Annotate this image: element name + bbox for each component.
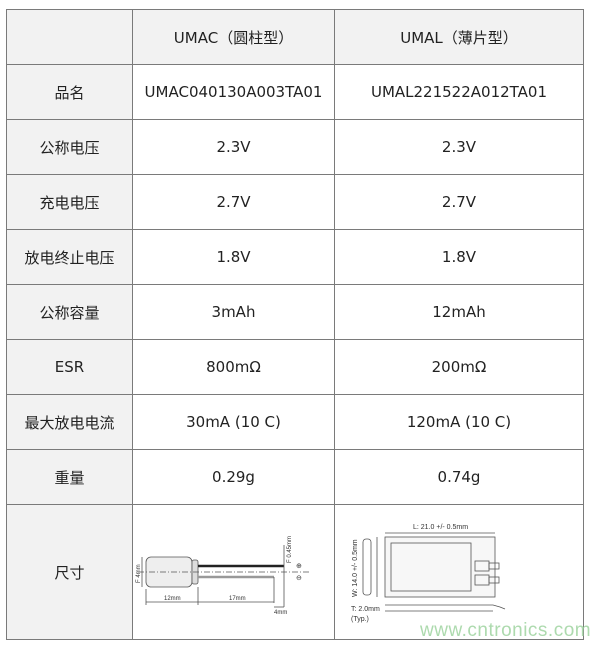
umac-lead-length: 17mm xyxy=(229,596,246,602)
row-label: 公称容量 xyxy=(5,284,134,340)
umal-value: 2.3V xyxy=(333,119,585,175)
table-row: 最大放电电流 30mA (10 C) 120mA (10 C) xyxy=(5,394,585,450)
umac-value: 1.8V xyxy=(132,229,335,285)
minus-mark: ⊖ xyxy=(296,575,302,582)
header-umac: UMAC（圆柱型） xyxy=(132,9,335,65)
watermark: www.cntronics.com xyxy=(420,620,592,641)
umal-value: UMAL221522A012TA01 xyxy=(333,64,585,120)
umac-value: 800mΩ xyxy=(132,339,335,395)
plus-mark: ⊕ xyxy=(296,563,302,570)
spec-table: UMAC（圆柱型） UMAL（薄片型） 品名 UMAC040130A003TA01… xyxy=(5,9,585,640)
table-row: 品名 UMAC040130A003TA01 UMAL221522A012TA01 xyxy=(5,64,585,120)
row-label: 公称电压 xyxy=(5,119,134,175)
umac-size-drawing-cell: F 4mm F 0.45mm 12mm 17mm 4mm ⊕ ⊖ xyxy=(132,504,335,640)
row-label: ESR xyxy=(5,339,134,395)
umac-value: 2.3V xyxy=(132,119,335,175)
umal-length: L: 21.0 +/- 0.5mm xyxy=(413,524,468,531)
umac-value: 30mA (10 C) xyxy=(132,394,335,450)
umac-value: UMAC040130A003TA01 xyxy=(132,64,335,120)
umac-diameter: F 4mm xyxy=(136,564,142,583)
umal-value: 200mΩ xyxy=(333,339,585,395)
row-label: 尺寸 xyxy=(5,504,134,640)
umac-value: 2.7V xyxy=(132,174,335,230)
umal-value: 0.74g xyxy=(333,449,585,505)
header-empty xyxy=(5,9,134,65)
umal-value: 120mA (10 C) xyxy=(333,394,585,450)
table-row: 放电终止电压 1.8V 1.8V xyxy=(5,229,585,285)
row-label: 充电电压 xyxy=(5,174,134,230)
size-row: 尺寸 F 4mm F 0.45mm 12mm xyxy=(5,504,585,640)
row-label: 放电终止电压 xyxy=(5,229,134,285)
umac-value: 3mAh xyxy=(132,284,335,340)
umal-size-drawing-cell: L: 21.0 +/- 0.5mm W: 14.0 +/- 0.5mm T: 2… xyxy=(333,504,585,640)
table-row: 重量 0.29g 0.74g xyxy=(5,449,585,505)
umal-dimension-drawing: L: 21.0 +/- 0.5mm W: 14.0 +/- 0.5mm T: 2… xyxy=(351,524,506,623)
row-label: 重量 xyxy=(5,449,134,505)
umal-width: W: 14.0 +/- 0.5mm xyxy=(352,539,359,597)
umal-value: 2.7V xyxy=(333,174,585,230)
umal-thickness: T: 2.0mm xyxy=(351,606,380,613)
header-row: UMAC（圆柱型） UMAL（薄片型） xyxy=(5,9,585,65)
umal-typ: (Typ.) xyxy=(351,616,369,623)
umal-value: 12mAh xyxy=(333,284,585,340)
table-row: ESR 800mΩ 200mΩ xyxy=(5,339,585,395)
table-row: 充电电压 2.7V 2.7V xyxy=(5,174,585,230)
umac-lead-diameter: F 0.45mm xyxy=(287,536,293,563)
umac-body-length: 12mm xyxy=(164,596,181,602)
row-label: 品名 xyxy=(5,64,134,120)
umac-value: 0.29g xyxy=(132,449,335,505)
table-row: 公称电压 2.3V 2.3V xyxy=(5,119,585,175)
umac-lead-spacing: 4mm xyxy=(274,610,287,616)
row-label: 最大放电电流 xyxy=(5,394,134,450)
table-row: 公称容量 3mAh 12mAh xyxy=(5,284,585,340)
header-umal: UMAL（薄片型） xyxy=(333,9,585,65)
umac-dimension-drawing: F 4mm F 0.45mm 12mm 17mm 4mm ⊕ ⊖ xyxy=(136,536,309,616)
umal-value: 1.8V xyxy=(333,229,585,285)
